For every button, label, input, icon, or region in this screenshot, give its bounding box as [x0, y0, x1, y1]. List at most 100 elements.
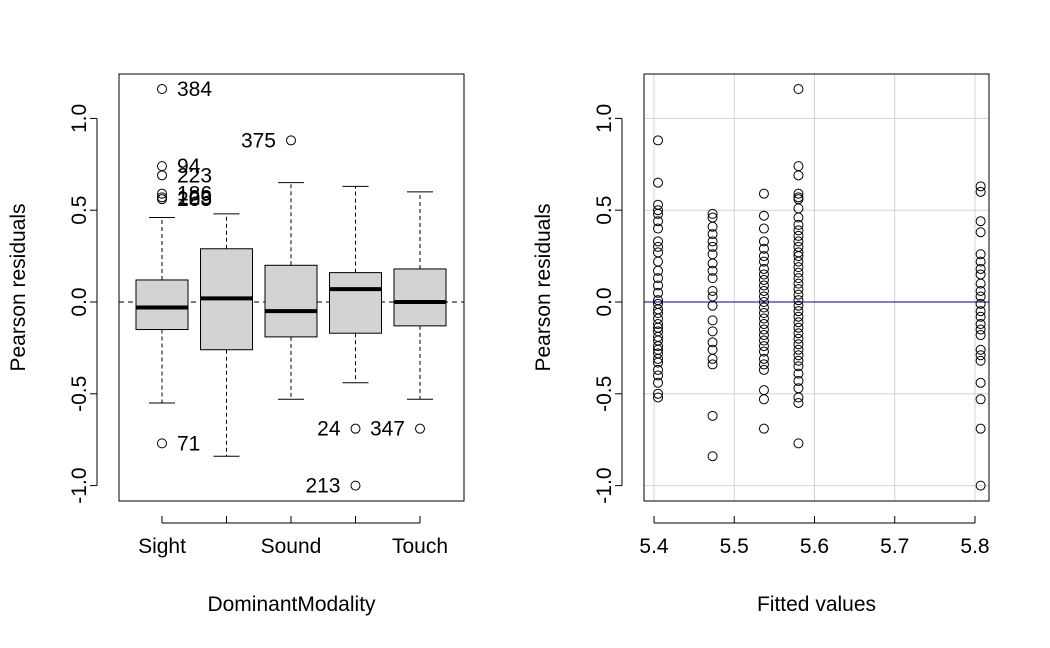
y-tick-label: 0.5: [593, 196, 616, 225]
residual-point: [758, 274, 769, 285]
residual-point: [653, 208, 664, 219]
outlier-point: [157, 161, 167, 172]
scatter-panel: -1.0 -0.5 0.0 0.5 1.0 5.4 5.5 5.6 5.7 5.8 Fitted…: [532, 73, 990, 616]
residual-point: [975, 181, 986, 192]
outlier-label: 186: [177, 183, 212, 206]
scatter-y-axis: -1.0 -0.5 0.0 0.5 1.0: [593, 104, 623, 504]
residual-point: [975, 278, 986, 289]
residual-point: [758, 308, 769, 319]
residual-point: [793, 267, 804, 278]
y-tick-label: -0.5: [593, 376, 616, 412]
residual-point: [707, 300, 718, 311]
residual-point: [793, 438, 804, 449]
residual-point: [653, 319, 664, 330]
iqr-box: [329, 272, 382, 334]
residual-point: [975, 423, 986, 434]
residual-point: [793, 375, 804, 386]
outlier-point: [157, 438, 167, 449]
residual-point: [758, 330, 769, 341]
residual-point: [975, 227, 986, 238]
residual-point: [793, 273, 804, 284]
residual-point: [758, 251, 769, 262]
residual-point: [975, 249, 986, 260]
residual-point: [975, 324, 986, 335]
residual-point: [975, 291, 986, 302]
residual-point: [653, 236, 664, 247]
residual-point: [793, 188, 804, 199]
scatter-plot-frame: [643, 73, 990, 502]
residual-point: [653, 364, 664, 375]
residual-point: [975, 306, 986, 317]
residual-point: [653, 280, 664, 291]
residual-point: [793, 392, 804, 403]
residual-point: [793, 225, 804, 236]
residual-point: [975, 330, 986, 341]
outlier-label: 213: [305, 475, 340, 498]
box-group: [200, 213, 253, 457]
outlier-point: [157, 188, 167, 199]
residual-point: [707, 359, 718, 370]
x-tick-label: 5.5: [720, 535, 749, 558]
iqr-box: [393, 268, 447, 327]
residual-point: [758, 223, 769, 234]
residual-point: [653, 177, 664, 188]
residual-point: [707, 315, 718, 326]
residual-point: [707, 208, 718, 219]
residual-point: [653, 265, 664, 276]
residual-point: [793, 355, 804, 366]
residual-point: [758, 335, 769, 346]
residual-point: [758, 364, 769, 375]
residual-point: [793, 219, 804, 230]
x-tick-label: 5.6: [800, 535, 829, 558]
residual-point: [758, 236, 769, 247]
iqr-box: [264, 264, 318, 338]
residual-point: [793, 333, 804, 344]
outlier-label: 384: [177, 78, 212, 101]
y-tick-label: 1.0: [68, 104, 91, 133]
residual-point: [707, 291, 718, 302]
residual-point: [758, 359, 769, 370]
residual-point: [653, 308, 664, 319]
residual-point: [758, 353, 769, 364]
residual-point: [653, 241, 664, 252]
y-tick-label: 1.0: [593, 104, 616, 133]
residual-point: [793, 284, 804, 295]
residual-point: [758, 285, 769, 296]
residual-point: [793, 368, 804, 379]
boxplot-outliers: [157, 84, 425, 491]
residual-point: [707, 258, 718, 269]
residual-point: [653, 273, 664, 284]
residual-point: [707, 273, 718, 284]
residual-point: [758, 313, 769, 324]
residual-point: [758, 269, 769, 280]
residual-point: [793, 230, 804, 241]
residual-point: [758, 385, 769, 396]
residual-point: [793, 322, 804, 333]
residual-point: [793, 256, 804, 267]
residual-point: [975, 216, 986, 227]
residual-point: [793, 251, 804, 262]
residual-point: [653, 353, 664, 364]
residual-point: [975, 186, 986, 197]
boxplot-x-axis: Sight Sound Touch: [138, 516, 448, 558]
y-tick-label: -0.5: [68, 376, 91, 412]
outlier-label: 71: [177, 432, 200, 455]
outlier-label: 375: [241, 129, 276, 152]
residual-point: [758, 341, 769, 352]
residual-point: [793, 241, 804, 252]
residual-point: [653, 199, 664, 210]
residual-point: [758, 394, 769, 405]
scatter-y-axis-title: Pearson residuals: [532, 203, 555, 371]
y-tick-label: -1.0: [68, 468, 91, 504]
residual-point: [793, 295, 804, 306]
residual-point: [975, 263, 986, 274]
residual-point: [653, 256, 664, 267]
boxplot-plot-frame: [118, 73, 465, 502]
boxplot-boxes: [135, 182, 447, 457]
outlier-label: 24: [317, 418, 341, 441]
outlier-label: 123: [177, 186, 212, 209]
residual-point: [793, 236, 804, 247]
residual-point: [793, 212, 804, 223]
residual-point: [975, 344, 986, 355]
outlier-point: [286, 135, 296, 146]
